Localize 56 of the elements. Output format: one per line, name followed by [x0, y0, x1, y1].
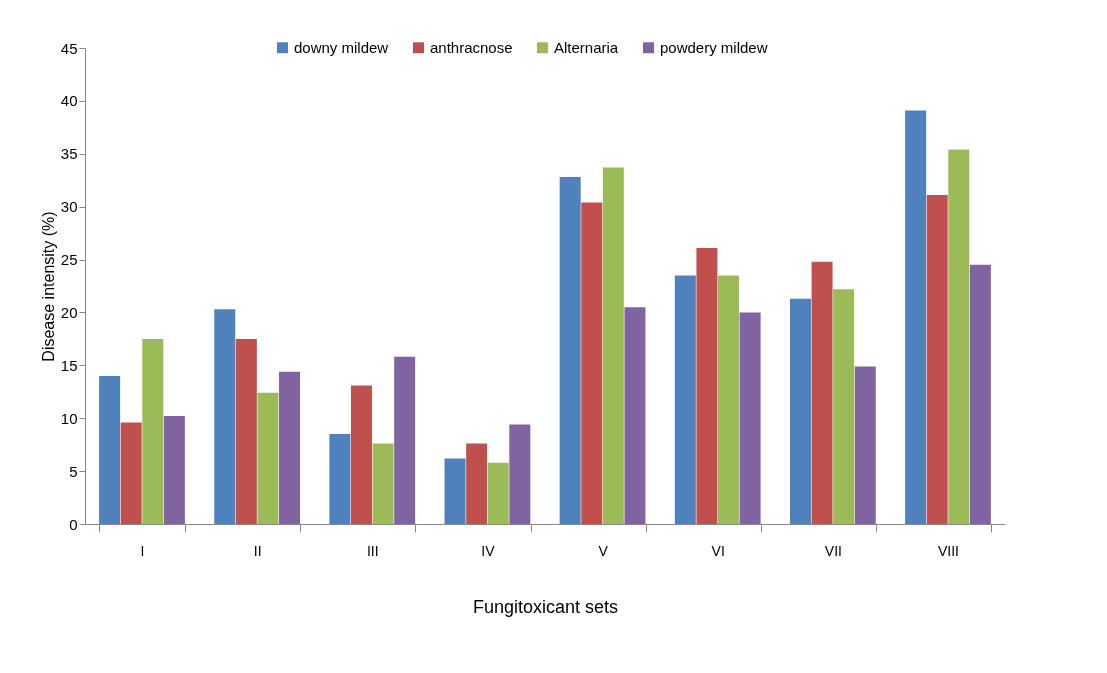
x-tick-label: VII: [824, 542, 842, 559]
x-tick-label: III: [366, 542, 379, 559]
bar: [833, 289, 855, 524]
bar: [696, 247, 718, 524]
x-tick-label: IV: [481, 542, 496, 559]
bar: [279, 371, 301, 524]
bar: [394, 356, 416, 524]
bar: [163, 416, 185, 524]
x-tick-label: VI: [711, 542, 725, 559]
bar: [214, 309, 236, 524]
bar: [257, 392, 279, 524]
y-axis-title: Disease intensity (%): [39, 211, 57, 362]
y-tick-label: 40: [60, 92, 78, 110]
legend-label: Alternaria: [554, 38, 619, 56]
bar: [350, 385, 372, 524]
bar: [602, 167, 624, 524]
bar: [235, 338, 257, 524]
bar: [329, 434, 351, 524]
bar: [142, 338, 164, 524]
bar: [509, 424, 531, 524]
bar: [969, 264, 991, 524]
x-tick-label: VIII: [938, 542, 960, 559]
legend-label: powdery mildew: [660, 38, 768, 56]
bar: [466, 443, 488, 524]
bar: [120, 422, 142, 524]
y-tick-label: 30: [60, 198, 78, 216]
bar: [559, 177, 581, 524]
x-tick-label: II: [253, 542, 262, 559]
bar: [718, 275, 740, 524]
bar: [624, 307, 646, 524]
legend-label: downy mildew: [294, 38, 389, 56]
bar: [674, 275, 696, 524]
y-tick-label: 45: [60, 39, 78, 57]
bar: [372, 443, 394, 524]
bar: [739, 312, 761, 524]
bar: [99, 375, 121, 524]
x-tick-label: I: [140, 542, 145, 559]
bar: [444, 458, 466, 524]
bar: [581, 202, 603, 524]
bar: [811, 261, 833, 524]
y-tick-label: 15: [60, 356, 78, 374]
y-tick-label: 25: [60, 251, 78, 269]
x-axis-title: Fungitoxicant sets: [472, 596, 619, 617]
bar: [789, 298, 811, 524]
bar: [854, 366, 876, 524]
bar: [487, 462, 509, 524]
bar: [948, 149, 970, 524]
y-tick-label: 0: [69, 515, 78, 533]
y-tick-label: 10: [60, 409, 78, 427]
bar: [926, 195, 948, 524]
legend-label: anthracnose: [430, 38, 513, 56]
y-tick-label: 20: [60, 303, 78, 321]
x-tick-label: V: [598, 542, 609, 559]
bar: [905, 110, 927, 524]
y-tick-label: 35: [60, 145, 78, 163]
y-tick-label: 5: [69, 462, 78, 480]
